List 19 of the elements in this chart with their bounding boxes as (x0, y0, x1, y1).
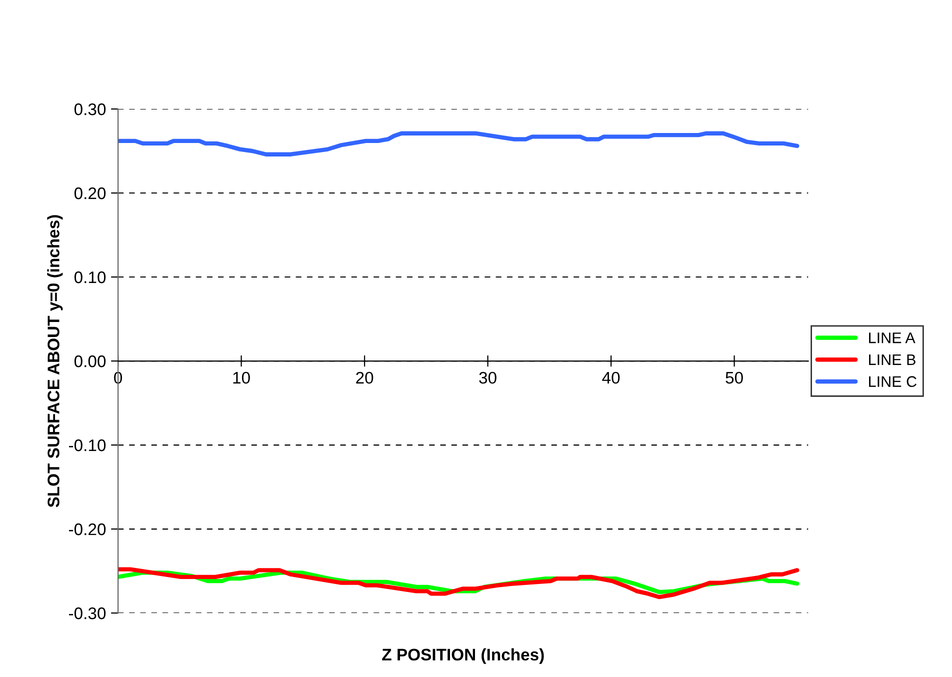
legend-label: LINE B (869, 354, 916, 365)
x-tick-label: 20 (356, 372, 374, 384)
line-series (118, 567, 800, 600)
x-axis-title: Z POSITION (Inches) (382, 648, 544, 664)
x-tick-label: 50 (726, 372, 743, 384)
line-series (118, 131, 800, 156)
y-tick-label: -0.20 (69, 523, 106, 536)
y-tick-label: 0.00 (74, 355, 106, 368)
y-tick-label: -0.10 (69, 439, 106, 452)
y-tick-label: 0.20 (74, 187, 106, 200)
y-tick-label: 0.30 (74, 103, 106, 116)
legend-label: LINE A (869, 332, 916, 344)
x-tick-label: 30 (479, 372, 496, 384)
x-tick-label: 10 (233, 372, 250, 384)
y-axis-title: SLOT SURFACE ABOUT y=0 (inches) (47, 215, 63, 508)
y-tick-label: 0.10 (74, 271, 106, 284)
legend-label: LINE C (869, 376, 916, 387)
x-tick-label: 40 (602, 372, 620, 384)
y-tick-label: -0.30 (69, 607, 106, 620)
